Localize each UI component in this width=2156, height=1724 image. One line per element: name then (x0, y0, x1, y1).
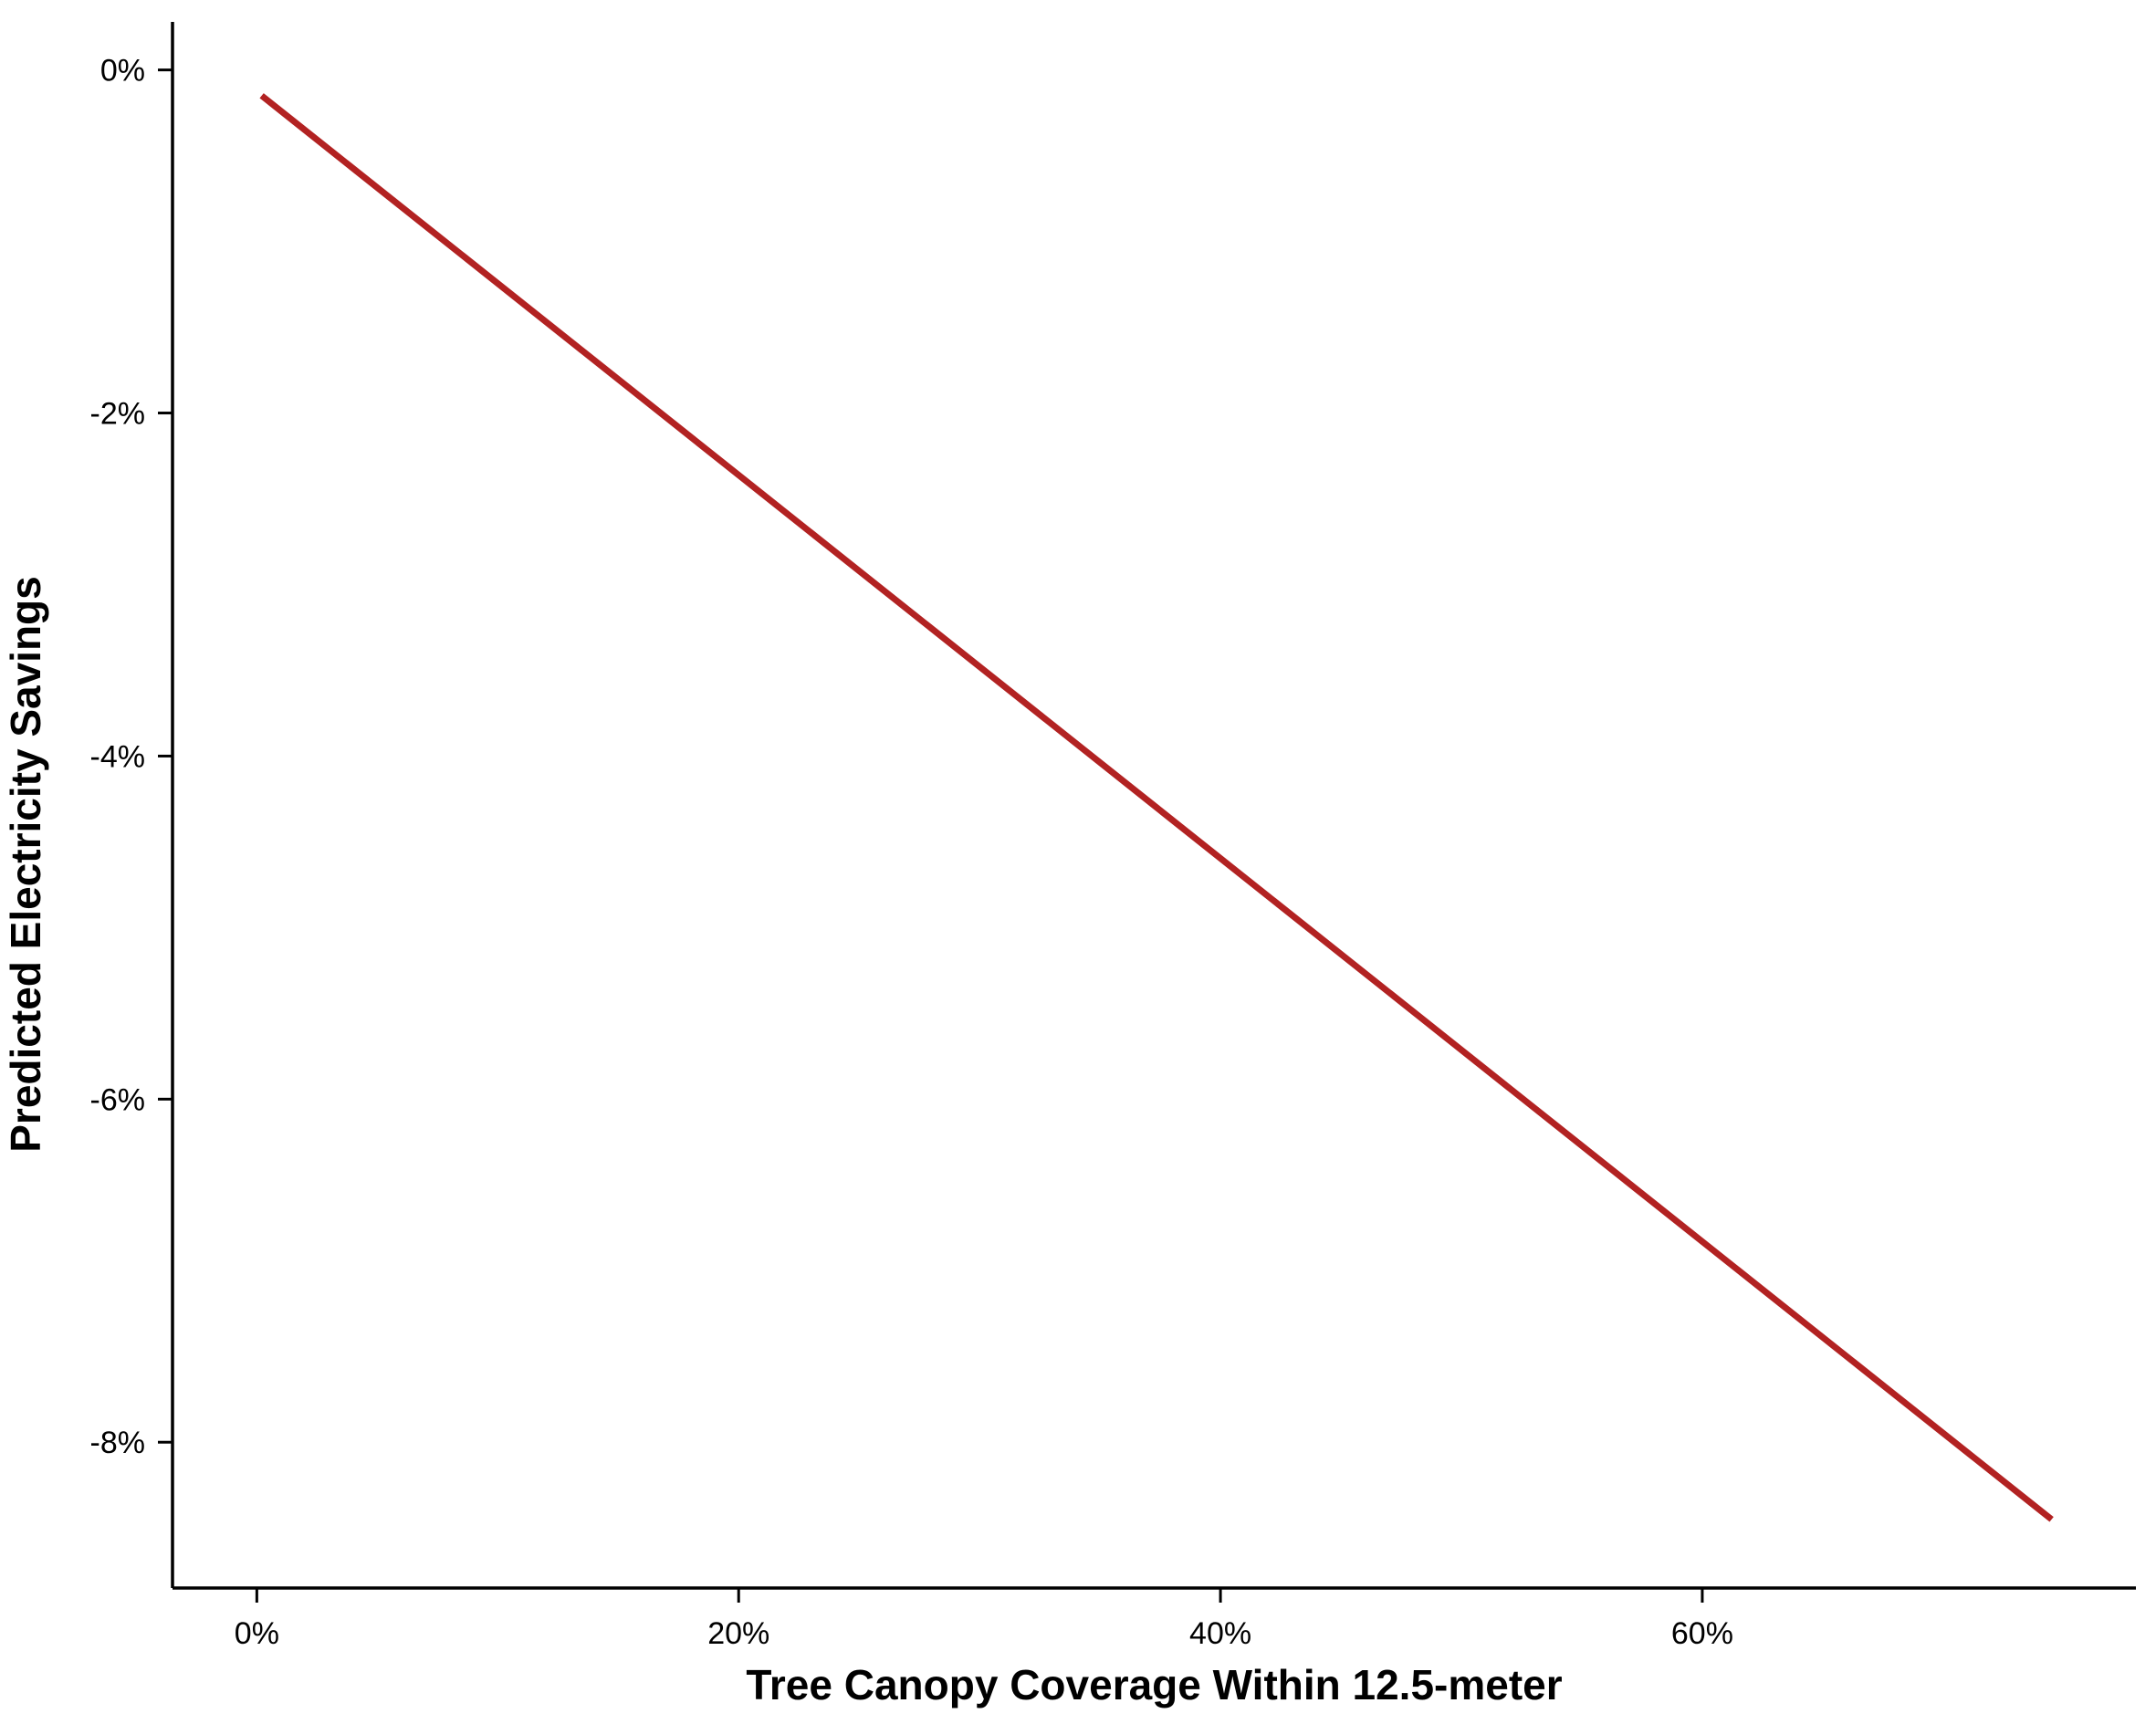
plot-area (259, 93, 2054, 1522)
y-axis-ticks: 0% -2% -4% -6% -8% (90, 54, 173, 1460)
y-tick-label: -4% (90, 739, 145, 774)
y-tick-label: -6% (90, 1082, 145, 1117)
y-tick-label: 0% (100, 54, 145, 89)
x-axis-title: Tree Canopy Coverage Within 12.5-meter (746, 1661, 1562, 1708)
y-axis-title: Predicted Electricity Savings (2, 576, 49, 1153)
x-tick-label: 60% (1671, 1616, 1733, 1651)
series-line (259, 93, 2054, 1522)
x-tick-label: 0% (235, 1616, 279, 1651)
y-tick-label: -8% (90, 1426, 145, 1460)
x-tick-label: 40% (1189, 1616, 1251, 1651)
x-axis-ticks: 0% 20% 40% 60% (235, 1588, 1733, 1651)
y-tick-label: -2% (90, 397, 145, 432)
x-tick-label: 20% (707, 1616, 769, 1651)
